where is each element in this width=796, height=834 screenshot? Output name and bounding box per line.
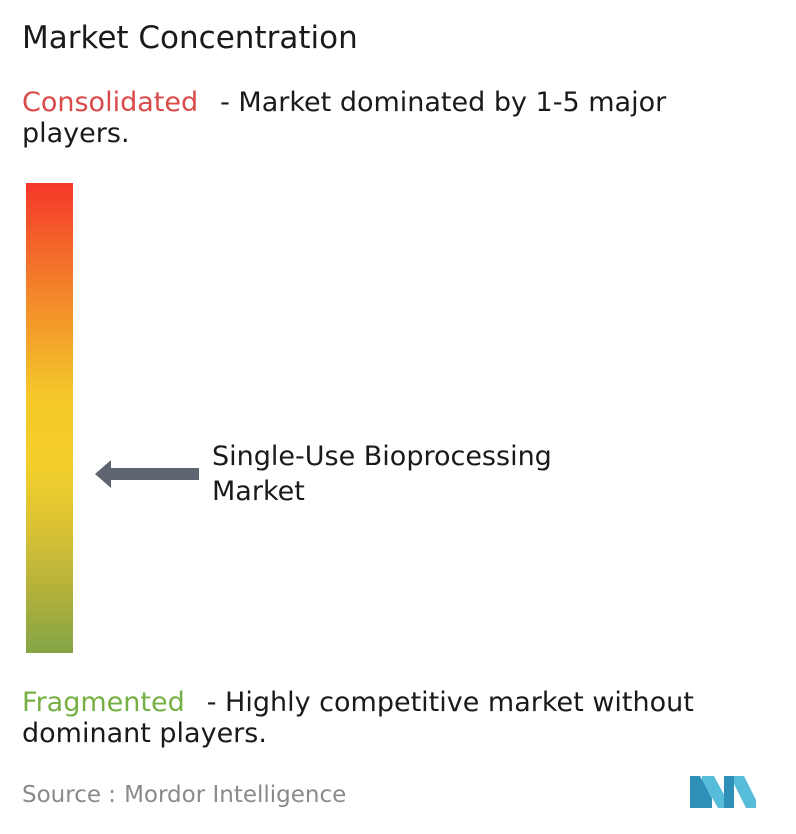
chart-title: Market Concentration xyxy=(22,20,358,56)
source-name: Mordor Intelligence xyxy=(124,782,347,808)
source-credit: Source : Mordor Intelligence xyxy=(22,780,346,810)
market-marker-label: Single-Use Bioprocessing Market xyxy=(212,441,552,508)
legend-fragmented: Fragmented - Highly competitive market wi… xyxy=(22,687,782,749)
legend-fragmented-description: - Highly competitive market without domi… xyxy=(22,687,694,749)
market-pointer-arrow-icon xyxy=(95,460,199,489)
legend-fragmented-label: Fragmented xyxy=(22,687,185,718)
concentration-gradient-bar xyxy=(26,183,73,653)
legend-consolidated: Consolidated - Market dominated by 1-5 ma… xyxy=(22,87,782,149)
source-label: Source : xyxy=(22,782,117,808)
legend-consolidated-description: - Market dominated by 1-5 major players. xyxy=(22,87,667,149)
mordor-intelligence-logo-icon xyxy=(690,776,756,808)
legend-consolidated-label: Consolidated xyxy=(22,87,199,118)
